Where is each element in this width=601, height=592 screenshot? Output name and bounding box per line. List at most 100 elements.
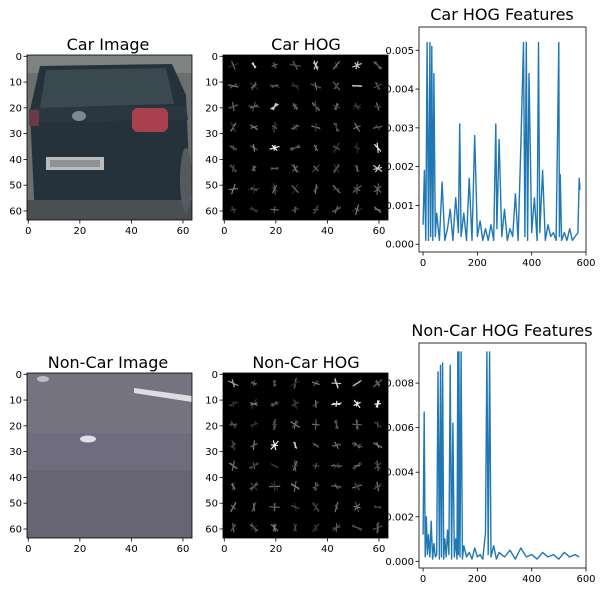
hog-stroke bbox=[249, 208, 259, 212]
hog-stroke bbox=[313, 481, 319, 492]
hog-stroke bbox=[374, 61, 381, 70]
hog-stroke bbox=[314, 82, 318, 90]
hog-image bbox=[222, 372, 389, 539]
hog-stroke bbox=[231, 483, 236, 490]
x-tick-label: 0 bbox=[420, 574, 426, 585]
hog-stroke bbox=[230, 183, 236, 195]
hog-stroke bbox=[273, 62, 276, 69]
hog-stroke bbox=[354, 62, 360, 69]
hog-stroke bbox=[231, 206, 236, 213]
hog-stroke bbox=[249, 401, 258, 406]
y-tick-label: 20 bbox=[9, 103, 22, 114]
x-tick-label: 0 bbox=[25, 544, 31, 555]
x-tick-label: 20 bbox=[269, 544, 282, 555]
hog-stroke bbox=[253, 502, 255, 512]
axes: 0 200 400 600 0.000 0.001 0.002 0.003 0.004 0.005 bbox=[385, 46, 595, 269]
hog-stroke bbox=[250, 522, 257, 533]
hog-stroke bbox=[314, 144, 317, 151]
hog-stroke bbox=[352, 380, 362, 387]
y-tick-label: 30 bbox=[9, 129, 22, 140]
hog-stroke bbox=[273, 502, 276, 512]
panel-car-hog-features: Car HOG Features 0 200 400 600 0.000 0.001 0.0… bbox=[385, 5, 595, 269]
hog-stroke bbox=[229, 145, 237, 151]
series-line bbox=[422, 351, 580, 560]
hog-stroke bbox=[292, 104, 299, 109]
hog-stroke bbox=[334, 124, 339, 130]
hog-stroke bbox=[332, 144, 340, 151]
hog-stroke bbox=[294, 442, 297, 448]
x-tick-label: 0 bbox=[221, 544, 227, 555]
x-tick-label: 400 bbox=[522, 574, 541, 585]
hog-stroke bbox=[269, 145, 280, 150]
panel-title: Non-Car HOG Features bbox=[411, 321, 592, 340]
hog-stroke bbox=[292, 185, 299, 193]
plot-area bbox=[422, 351, 580, 560]
y-tick-label: 10 bbox=[9, 396, 22, 407]
y-tick-label: 40 bbox=[205, 473, 218, 484]
y-tick-label: 20 bbox=[9, 421, 22, 432]
x-tick-label: 40 bbox=[125, 226, 138, 237]
hog-stroke bbox=[231, 379, 236, 388]
x-tick-label: 0 bbox=[25, 226, 31, 237]
hog-stroke bbox=[354, 207, 360, 212]
hog-stroke bbox=[373, 483, 382, 490]
hog-stroke bbox=[272, 421, 277, 428]
car-photo bbox=[26, 54, 193, 221]
hog-stroke bbox=[271, 83, 278, 89]
x-tick-label: 40 bbox=[125, 544, 138, 555]
y-tick-label: 10 bbox=[205, 78, 218, 89]
x-tick-label: 0 bbox=[221, 226, 227, 237]
y-tick-label: 30 bbox=[9, 447, 22, 458]
x-tick-label: 60 bbox=[177, 226, 190, 237]
panel-title: Car HOG Features bbox=[430, 5, 574, 24]
hog-stroke bbox=[312, 523, 320, 533]
x-tick-label: 200 bbox=[468, 258, 487, 269]
hog-stroke bbox=[291, 82, 300, 90]
y-tick-label: 0.004 bbox=[385, 85, 414, 96]
y-tick-label: 0.000 bbox=[385, 557, 414, 568]
hog-stroke bbox=[353, 505, 361, 509]
hog-stroke bbox=[373, 105, 382, 108]
hog-stroke bbox=[355, 124, 359, 130]
hog-stroke bbox=[376, 183, 380, 195]
panel-title: Non-Car HOG bbox=[252, 353, 359, 372]
panel-title: Car HOG bbox=[271, 35, 341, 54]
hog-stroke bbox=[248, 105, 260, 108]
plot-area bbox=[422, 41, 581, 242]
hog-stroke bbox=[311, 381, 320, 386]
hog-stroke bbox=[374, 164, 381, 173]
y-tick-label: 60 bbox=[205, 206, 218, 217]
y-tick-label: 0.005 bbox=[385, 46, 414, 57]
hog-stroke bbox=[376, 142, 379, 154]
hog-stroke bbox=[291, 505, 299, 509]
hog-stroke bbox=[333, 165, 340, 172]
hog-stroke bbox=[314, 400, 317, 408]
x-tick-label: 20 bbox=[73, 226, 86, 237]
hog-stroke bbox=[376, 441, 380, 449]
y-tick-label: 0 bbox=[16, 52, 22, 63]
hog-stroke bbox=[312, 501, 320, 513]
hog-stroke bbox=[375, 400, 380, 408]
hog-stroke bbox=[270, 167, 279, 170]
hog-stroke bbox=[373, 421, 382, 428]
hog-stroke bbox=[331, 485, 342, 488]
hog-stroke bbox=[229, 422, 237, 427]
hog-stroke bbox=[250, 482, 258, 491]
y-tick-label: 50 bbox=[9, 181, 22, 192]
y-tick-label: 0 bbox=[16, 370, 22, 381]
hog-stroke bbox=[372, 125, 383, 129]
hog-stroke bbox=[332, 206, 341, 213]
axes: 0 200 400 600 0.000 0.002 0.004 0.006 0.008 bbox=[385, 379, 595, 585]
hog-stroke bbox=[311, 104, 321, 109]
hog-stroke bbox=[332, 187, 340, 191]
hog-stroke bbox=[289, 144, 301, 151]
y-tick-label: 10 bbox=[9, 78, 22, 89]
hog-stroke bbox=[313, 60, 319, 71]
hog-stroke bbox=[352, 85, 362, 87]
